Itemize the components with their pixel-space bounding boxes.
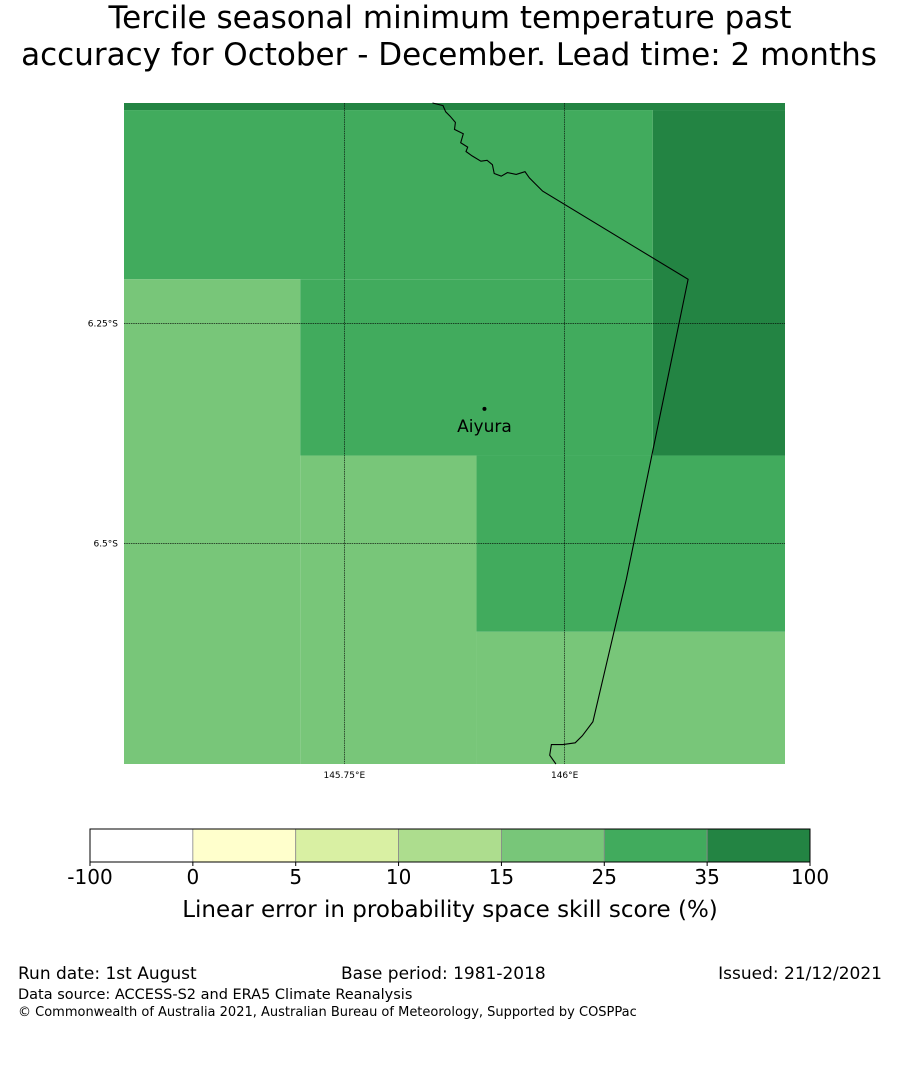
lat-tick-label-1: 6.5°S: [93, 540, 118, 550]
colorbar-tick-label-2: 5: [289, 865, 302, 889]
copyright: © Commonwealth of Australia 2021, Austra…: [18, 1005, 637, 1020]
data-source: Data source: ACCESS-S2 and ERA5 Climate …: [18, 987, 413, 1003]
colorbar-segment-3: [398, 828, 502, 863]
colorbar-segment-4: [501, 828, 605, 863]
colorbar-segment-5: [603, 828, 708, 863]
colorbar-tick-label-1: 0: [186, 865, 199, 889]
colorbar-segment-6: [706, 828, 811, 863]
place-label-0: Aiyura: [457, 417, 512, 437]
place-markers: Aiyura: [457, 406, 512, 437]
skill-score-map: Aiyura 145.75°E 146°E 6.25°S 6.5°S -100 0 5 10…: [67, 102, 829, 923]
colorbar-tick-label-7: 100: [791, 865, 829, 889]
colorbar-tick-label-6: 35: [694, 865, 719, 889]
lat-tick-label-0: 6.25°S: [88, 319, 119, 329]
colorbar-tick-label-4: 15: [489, 865, 514, 889]
base-period: Base period: 1981-2018: [341, 964, 546, 984]
axis-labels: 145.75°E 146°E 6.25°S 6.5°S: [88, 319, 579, 781]
colorbar-frame: [89, 828, 811, 863]
run-date: Run date: 1st August: [18, 964, 197, 984]
issued-date: Issued: 21/12/2021: [718, 964, 882, 984]
place-marker-0: [482, 406, 487, 411]
lon-tick-label-1: 146°E: [551, 771, 579, 781]
grid-cell-7: [476, 631, 785, 764]
map-title-line-2: accuracy for October - December. Lead ti…: [21, 37, 877, 73]
colorbar-tick-label-0: -100: [67, 865, 112, 889]
grid-cells: [124, 103, 785, 764]
colorbar: -100 0 5 10 15 25 35 100 Linear error in probabi…: [67, 828, 829, 923]
gridlines: [124, 103, 785, 764]
lon-tick-label-0: 145.75°E: [323, 771, 365, 781]
colorbar-segment-0: [89, 828, 194, 863]
colorbar-label: Linear error in probability space skill …: [182, 897, 718, 923]
grid-cell-1: [124, 110, 653, 280]
grid-cell-4: [300, 279, 653, 456]
colorbar-tick-label-3: 10: [386, 865, 411, 889]
map-title-line-1: Tercile seasonal minimum temperature pas…: [108, 0, 792, 36]
grid-cell-3: [124, 279, 301, 764]
grid-cell-5: [300, 455, 477, 764]
colorbar-segment-1: [192, 828, 297, 863]
colorbar-tick-label-5: 25: [592, 865, 617, 889]
grid-cell-2: [652, 110, 785, 456]
colorbar-segment-2: [295, 828, 399, 863]
coastline-border: [432, 102, 689, 765]
map-title: Tercile seasonal minimum temperature pas…: [0, 0, 900, 74]
grid-cell-0: [124, 103, 785, 111]
